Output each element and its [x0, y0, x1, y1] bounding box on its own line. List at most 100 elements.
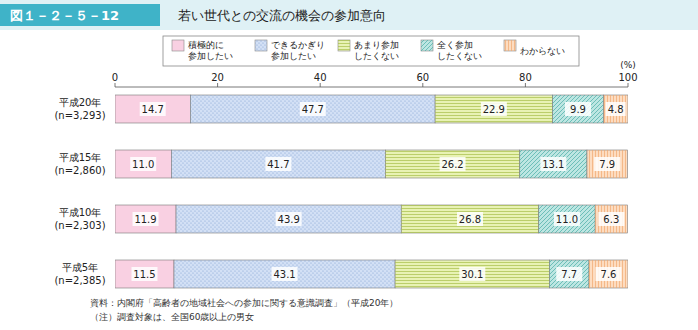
x-tick-label: 40 [314, 72, 327, 83]
bar-pattern [174, 260, 395, 288]
bar-pattern [553, 95, 604, 123]
bar-pattern [435, 95, 552, 123]
data-label: 11.5 [133, 269, 155, 280]
bar-segment [115, 205, 176, 233]
bar-segment [115, 260, 174, 288]
data-label: 43.1 [273, 269, 295, 280]
bar-segment [520, 150, 587, 178]
data-label-bg [556, 267, 582, 281]
x-tick-label: 0 [112, 72, 118, 83]
bar-pattern [587, 150, 628, 178]
x-tick [628, 83, 629, 87]
data-label-bg [596, 267, 622, 281]
legend-label: 積極的に参加したい [188, 40, 233, 61]
data-label: 26.8 [459, 214, 481, 225]
legend-frame [163, 36, 579, 66]
legend-swatch [338, 40, 350, 51]
data-label: 4.8 [608, 104, 624, 115]
source: 資料：内閣府「高齢者の地域社会への参加に関する意識調査」（平成20年） [90, 298, 398, 308]
category-label: 平成15年(n=2,860) [54, 152, 105, 176]
data-label: 11.0 [132, 159, 154, 170]
category-label: 平成20年(n=3,293) [54, 97, 105, 121]
data-label: 13.1 [542, 159, 564, 170]
chart: 図１－２－５－12 若い世代との交流の機会の参加意向積極的に参加したい できるかぎり… [0, 0, 698, 330]
category-label: 平成5年(n=2,385) [54, 262, 105, 286]
x-tick-label: 20 [211, 72, 224, 83]
data-label-bg [265, 157, 291, 171]
x-tick [115, 83, 116, 87]
x-axis-unit: (%) [620, 60, 636, 70]
data-label: 6.3 [603, 214, 619, 225]
bars [115, 95, 628, 288]
data-label: 30.1 [461, 269, 483, 280]
bar-pattern [589, 260, 628, 288]
legend-label: できるかぎり参加したい [271, 40, 325, 61]
bar-pattern [550, 260, 590, 288]
data-label-bg [276, 212, 302, 226]
bar-pattern [520, 150, 587, 178]
legend-swatch-pattern [255, 40, 267, 51]
data-label-bg [300, 102, 326, 116]
bar-segment [539, 205, 595, 233]
bar-segment [115, 150, 171, 178]
bar-segment [435, 95, 552, 123]
bar-segment [395, 260, 549, 288]
bar-segment [587, 150, 628, 178]
bar-segment [115, 95, 190, 123]
legend-swatch-pattern [338, 40, 350, 51]
title: 若い世代との交流の機会の参加意向 [178, 8, 386, 23]
x-tick-label: 100 [618, 72, 637, 83]
bar-segment [171, 150, 385, 178]
bar-segment [176, 205, 401, 233]
category-label: 平成10年(n=2,303) [54, 207, 105, 231]
legend-label: わからない [520, 46, 565, 56]
data-label: 47.7 [302, 104, 324, 115]
x-tick [217, 83, 218, 87]
bar-segment [190, 95, 435, 123]
category-labels: 平成20年(n=3,293) 平成15年(n=2,860) 平成10年(n=2,30… [54, 97, 105, 286]
bar-pattern [539, 205, 595, 233]
data-label-bg [606, 102, 626, 116]
legend-swatch [504, 40, 516, 51]
figure-number: 図１－２－５－12 [10, 8, 119, 23]
bar-pattern [176, 205, 401, 233]
legend-label: あまり参加したくない [354, 40, 399, 61]
data-label-bg [272, 267, 298, 281]
data-label-bg [565, 102, 591, 116]
bar-segment [595, 205, 627, 233]
data-label: 9.9 [570, 104, 586, 115]
data-label-bg [481, 102, 507, 116]
x-tick-label: 80 [519, 72, 532, 83]
bar-pattern [171, 150, 385, 178]
data-label-bg [540, 157, 566, 171]
data-label: 7.6 [601, 269, 617, 280]
bar-segment [174, 260, 395, 288]
bar-pattern [190, 95, 435, 123]
data-label: 22.9 [483, 104, 505, 115]
legend: 積極的に参加したいできるかぎり参加したいあまり参加したくない全く参加したくないわ… [163, 36, 579, 66]
data-label-bg [598, 212, 624, 226]
data-label: 11.9 [134, 214, 156, 225]
header-band [0, 0, 698, 30]
data-label-bg [594, 157, 620, 171]
data-label-bg [459, 267, 485, 281]
data-label-bg [130, 157, 156, 171]
bar-pattern [595, 205, 627, 233]
bar-pattern [603, 95, 628, 123]
legend-swatch [172, 40, 184, 51]
x-axis-line [115, 87, 628, 88]
bar-segment [553, 95, 604, 123]
bar-segment [589, 260, 628, 288]
bar-segment [550, 260, 590, 288]
bar-pattern [395, 260, 549, 288]
bar-pattern [385, 150, 519, 178]
data-label: 43.9 [278, 214, 300, 225]
x-tick-label: 60 [416, 72, 429, 83]
data-label-bg [457, 212, 483, 226]
data-label-bg [140, 102, 166, 116]
data-label: 11.0 [556, 214, 578, 225]
data-labels: 14.747.722.99.94.811.041.726.213.17.911.… [130, 102, 625, 281]
data-label-bg [440, 157, 466, 171]
data-label: 7.7 [561, 269, 577, 280]
bar-segment [385, 150, 519, 178]
